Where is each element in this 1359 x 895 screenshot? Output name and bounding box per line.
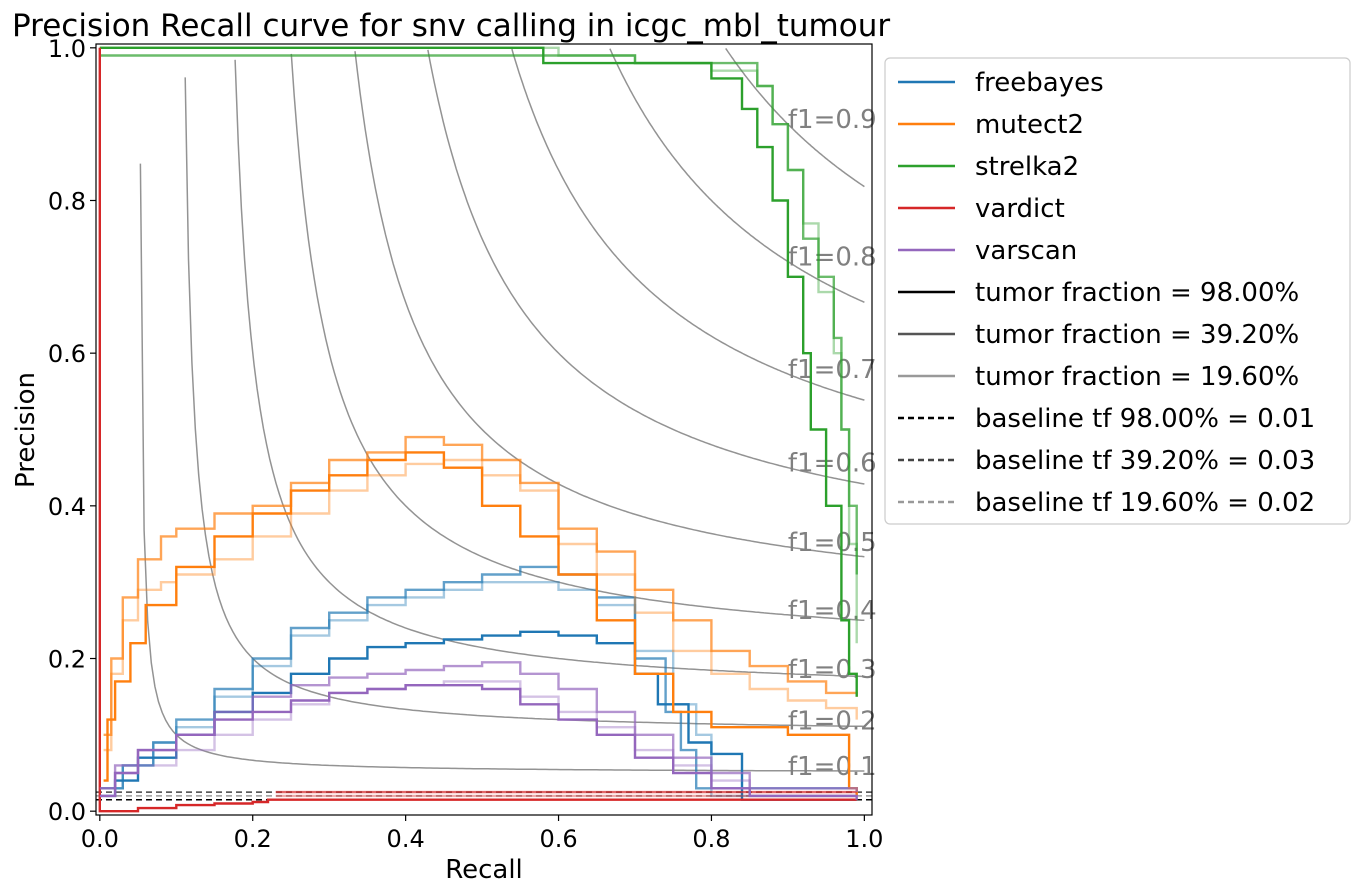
legend: freebayes mutect2 strelka2 vardict varscan tu… — [884, 57, 1351, 525]
legend-entry-label: tumor fraction = 19.60% — [975, 362, 1299, 392]
legend-entry-label: mutect2 — [975, 110, 1084, 140]
iso-f1-curve — [139, 163, 865, 772]
legend-entry-label: varscan — [975, 236, 1077, 266]
x-axis-label: Recall — [445, 855, 523, 885]
iso-f1-curve — [427, 49, 865, 485]
iso-f1-curve — [234, 59, 865, 678]
x-tick-label: 1.0 — [845, 825, 883, 853]
y-tick-label: 0.0 — [48, 798, 86, 826]
legend-entry-label: tumor fraction = 98.00% — [975, 278, 1299, 308]
y-tick-label: 0.4 — [48, 493, 86, 521]
y-tick-label: 0.2 — [48, 646, 86, 674]
plot-frame — [95, 43, 873, 816]
iso-f1-curve — [725, 47, 865, 188]
x-tick-label: 0.6 — [539, 825, 577, 853]
chart-title: Precision Recall curve for snv calling i… — [12, 8, 890, 44]
iso-f1-label: f1=0.1 — [788, 752, 877, 782]
legend-entry-label: baseline tf 19.60% = 0.02 — [975, 488, 1315, 518]
iso-f1-curve — [609, 48, 865, 303]
pr-curve-strelka2 — [99, 46, 858, 697]
legend-entry-label: baseline tf 39.20% = 0.03 — [975, 446, 1315, 476]
pr-curve-varscan — [99, 661, 858, 793]
y-axis-label: Precision — [11, 372, 41, 488]
iso-f1-label: f1=0.2 — [788, 706, 877, 736]
pr-curve-strelka2 — [99, 54, 858, 575]
legend-entry-label: strelka2 — [975, 152, 1079, 182]
iso-f1-label: f1=0.5 — [788, 528, 877, 558]
y-tick-label: 0.8 — [48, 187, 86, 215]
x-tick-label: 0.8 — [692, 825, 730, 853]
x-tick-label: 0.2 — [234, 825, 272, 853]
pr-curve-strelka2 — [99, 46, 858, 644]
iso-f1-curve — [511, 48, 865, 401]
iso-f1-curve — [290, 53, 865, 622]
legend-entry-label: tumor fraction = 39.20% — [975, 320, 1299, 350]
iso-f1-label: f1=0.7 — [788, 355, 877, 385]
x-tick-label: 0.4 — [387, 825, 425, 853]
legend-entry-label: vardict — [975, 194, 1065, 224]
pr-curve-varscan — [99, 680, 857, 798]
pr-curve-vardict — [98, 47, 857, 813]
legend-entry-label: freebayes — [975, 68, 1104, 98]
iso-f1-label: f1=0.9 — [788, 105, 877, 135]
iso-f1-label: f1=0.4 — [788, 596, 877, 626]
legend-entry-label: baseline tf 98.00% = 0.01 — [975, 404, 1315, 434]
iso-f1-curve — [354, 51, 865, 558]
pr-curve-freebayes — [99, 565, 858, 793]
iso-f1-curve — [184, 77, 865, 728]
pr-curve-mutect2 — [103, 451, 858, 796]
pr-curve-mutect2 — [103, 458, 858, 752]
iso-f1-label: f1=0.8 — [788, 243, 877, 273]
iso-f1-label: f1=0.6 — [788, 449, 877, 479]
y-tick-label: 1.0 — [48, 35, 86, 63]
legend-frame — [884, 57, 1351, 525]
y-tick-label: 0.6 — [48, 340, 86, 368]
x-tick-label: 0.0 — [81, 825, 119, 853]
iso-f1-label: f1=0.3 — [788, 655, 877, 685]
pr-curve-mutect2 — [103, 435, 858, 736]
